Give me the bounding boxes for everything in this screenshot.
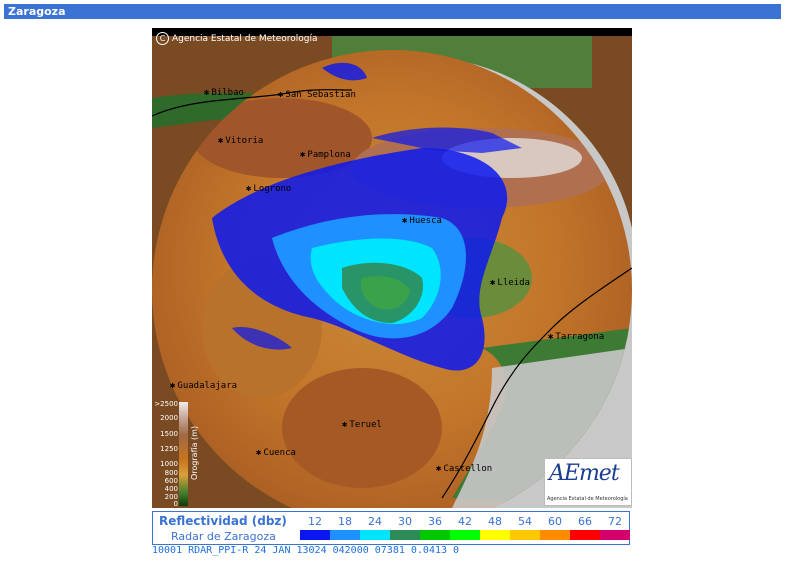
city-marker-icon: ✱ xyxy=(436,464,442,474)
reflectivity-color-swatch xyxy=(420,530,450,540)
city-label-logrono: ✱ Logrono xyxy=(246,184,291,194)
city-marker-icon: ✱ xyxy=(170,381,176,391)
orography-labels: >2500 2000 1500 1250 1000 800 600 400 20… xyxy=(152,400,178,508)
city-name: Pamplona xyxy=(307,150,351,160)
reflectivity-color-swatch xyxy=(570,530,600,540)
aemet-logo-text: AEmet xyxy=(549,461,620,486)
city-name: Tarragona xyxy=(555,332,605,342)
orography-label: 1000 xyxy=(160,460,178,468)
reflectivity-color-swatch xyxy=(540,530,570,540)
reflectivity-scale-value: 48 xyxy=(488,515,502,528)
radar-info-ticker: 10001 RDAR_PPI-R 24 JAN 13024 042000 073… xyxy=(152,545,630,557)
city-label-lleida: ✱ Lleida xyxy=(490,278,530,288)
orography-legend: >2500 2000 1500 1250 1000 800 600 400 20… xyxy=(152,400,199,508)
reflectivity-title: Reflectividad (dbz) xyxy=(159,514,287,528)
orography-label: 2000 xyxy=(160,414,178,422)
reflectivity-scale-item: 36 xyxy=(420,515,450,543)
reflectivity-color-swatch xyxy=(330,530,360,540)
reflectivity-scale-value: 24 xyxy=(368,515,382,528)
city-name: Castellon xyxy=(443,464,493,474)
reflectivity-scale: 12 18 24 30 36 42 48 54 60 66 72 xyxy=(300,515,630,543)
reflectivity-scale-item: 72 xyxy=(600,515,630,543)
orography-label: 200 xyxy=(164,493,178,501)
reflectivity-scale-value: 18 xyxy=(338,515,352,528)
reflectivity-scale-item: 54 xyxy=(510,515,540,543)
reflectivity-color-swatch xyxy=(390,530,420,540)
city-marker-icon: ✱ xyxy=(402,216,408,226)
city-label-castellon: ✱ Castellon xyxy=(436,464,492,474)
city-label-teruel: ✱ Teruel xyxy=(342,420,382,430)
orography-label: 0 xyxy=(173,500,178,508)
city-label-vitoria: ✱ Vitoria xyxy=(218,136,263,146)
city-label-cuenca: ✱ Cuenca xyxy=(256,448,296,458)
orography-label: 800 xyxy=(164,469,178,477)
city-marker-icon: ✱ xyxy=(246,184,252,194)
city-name: Huesca xyxy=(409,216,442,226)
city-name: San Sebastian xyxy=(285,90,356,100)
city-name: Guadalajara xyxy=(177,381,238,391)
reflectivity-scale-item: 66 xyxy=(570,515,600,543)
radar-map: C Agencia Estatal de Meteorología ✱ Bilbao… xyxy=(152,28,632,508)
reflectivity-scale-item: 12 xyxy=(300,515,330,543)
city-name: Lleida xyxy=(497,278,530,288)
city-name: Logrono xyxy=(253,184,292,194)
city-name: Teruel xyxy=(349,420,382,430)
city-marker-icon: ✱ xyxy=(490,278,496,288)
city-name: Vitoria xyxy=(225,136,264,146)
reflectivity-scale-value: 66 xyxy=(578,515,592,528)
orography-label: 1250 xyxy=(160,445,178,453)
copyright-notice: C Agencia Estatal de Meteorología xyxy=(156,32,318,45)
reflectivity-scale-value: 54 xyxy=(518,515,532,528)
orography-label: >2500 xyxy=(154,400,178,408)
city-marker-icon: ✱ xyxy=(300,150,306,160)
reflectivity-color-swatch xyxy=(360,530,390,540)
city-name: Cuenca xyxy=(263,448,296,458)
reflectivity-color-swatch xyxy=(600,530,630,540)
city-label-huesca: ✱ Huesca xyxy=(402,216,442,226)
reflectivity-color-swatch xyxy=(480,530,510,540)
reflectivity-scale-value: 72 xyxy=(608,515,622,528)
orography-label: 400 xyxy=(164,485,178,493)
city-label-pamplona: ✱ Pamplona xyxy=(300,150,351,160)
reflectivity-color-swatch xyxy=(510,530,540,540)
reflectivity-scale-item: 48 xyxy=(480,515,510,543)
aemet-logo: AEmet Agencia Estatal de Meteorología xyxy=(544,458,632,506)
reflectivity-subtitle: Radar de Zaragoza xyxy=(171,530,276,543)
city-marker-icon: ✱ xyxy=(548,332,554,342)
city-label-guadalajara: ✱ Guadalajara xyxy=(170,381,237,391)
reflectivity-color-swatch xyxy=(300,530,330,540)
city-marker-icon: ✱ xyxy=(218,136,224,146)
city-label-bilbao: ✱ Bilbao xyxy=(204,88,244,98)
city-label-san-sebastian: ✱ San Sebastian xyxy=(278,90,356,100)
orography-color-bar xyxy=(179,402,188,506)
city-label-tarragona: ✱ Tarragona xyxy=(548,332,604,342)
reflectivity-scale-item: 18 xyxy=(330,515,360,543)
radar-echoes xyxy=(212,62,522,371)
reflectivity-scale-value: 30 xyxy=(398,515,412,528)
reflectivity-scale-item: 60 xyxy=(540,515,570,543)
city-marker-icon: ✱ xyxy=(204,88,210,98)
orography-label: 1500 xyxy=(160,430,178,438)
reflectivity-scale-item: 30 xyxy=(390,515,420,543)
reflectivity-scale-item: 24 xyxy=(360,515,390,543)
radar-map-image xyxy=(152,28,632,508)
city-marker-icon: ✱ xyxy=(342,420,348,430)
reflectivity-legend: Reflectividad (dbz) Radar de Zaragoza 12… xyxy=(152,511,630,545)
orography-title: Orografía (m) xyxy=(190,425,199,480)
reflectivity-scale-item: 42 xyxy=(450,515,480,543)
city-marker-icon: ✱ xyxy=(256,448,262,458)
copyright-text: Agencia Estatal de Meteorología xyxy=(172,34,318,44)
copyright-icon: C xyxy=(156,32,169,45)
city-marker-icon: ✱ xyxy=(278,90,284,100)
reflectivity-scale-value: 42 xyxy=(458,515,472,528)
reflectivity-scale-value: 60 xyxy=(548,515,562,528)
page-title: Zaragoza xyxy=(4,4,781,19)
orography-label: 600 xyxy=(164,477,178,485)
city-name: Bilbao xyxy=(211,88,244,98)
reflectivity-scale-value: 12 xyxy=(308,515,322,528)
reflectivity-scale-value: 36 xyxy=(428,515,442,528)
aemet-logo-subtitle: Agencia Estatal de Meteorología xyxy=(547,496,628,502)
reflectivity-color-swatch xyxy=(450,530,480,540)
